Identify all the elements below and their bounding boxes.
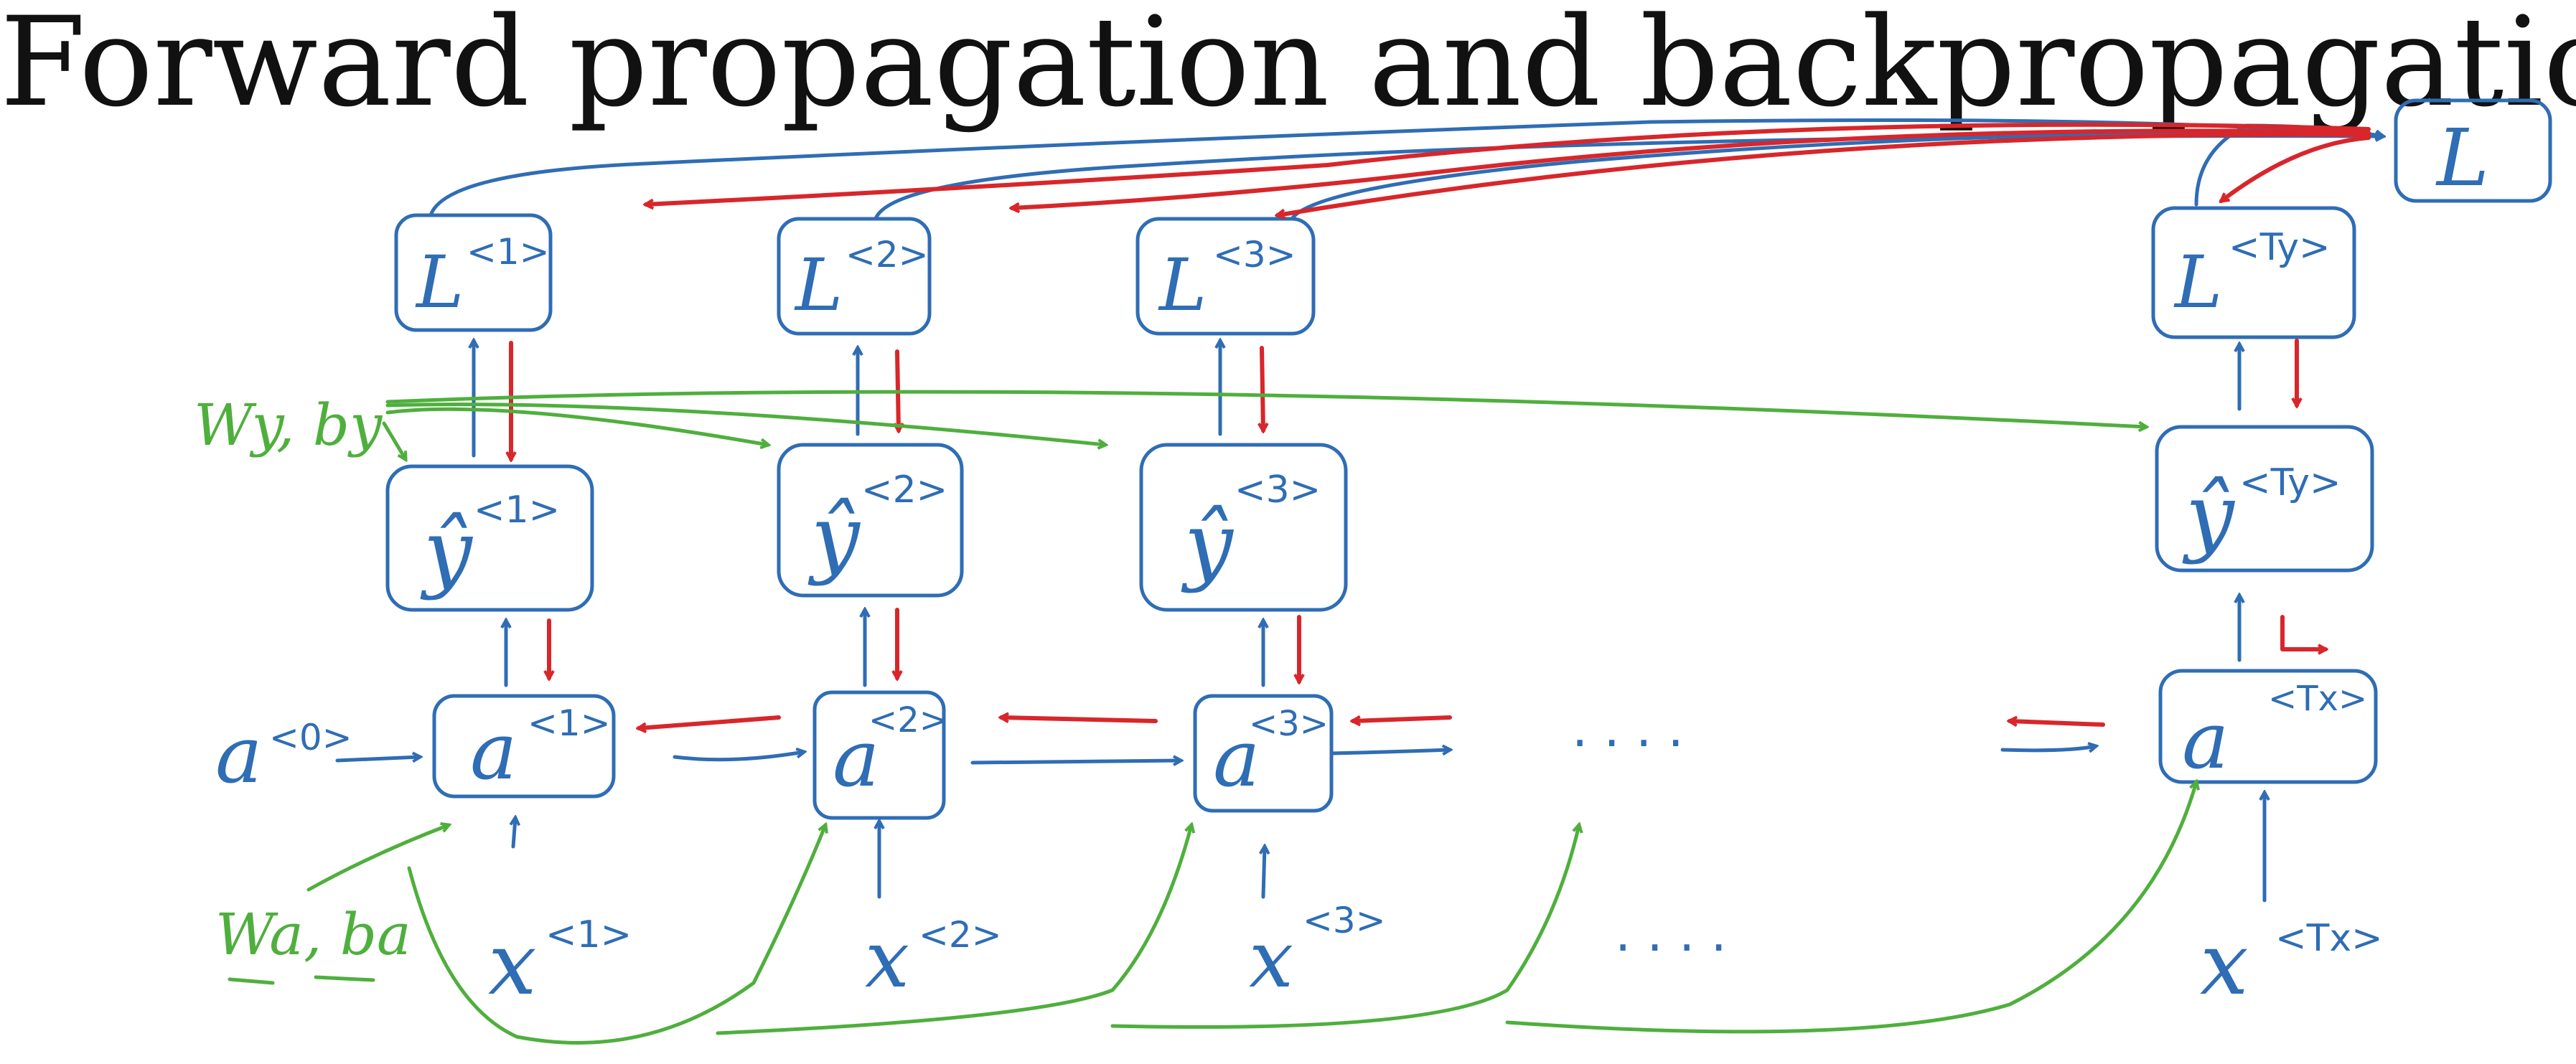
- total-loss-symbol: L: [2435, 112, 2489, 204]
- input-index: <2>: [919, 914, 1002, 956]
- recurrent-parameters-label: Wa, ba: [215, 901, 411, 968]
- parameter-arrows: [306, 390, 2196, 1045]
- prediction-node-1: ŷ <1>: [385, 464, 594, 612]
- prediction-index: <Ty>: [2239, 461, 2341, 504]
- activation-index: <2>: [868, 700, 948, 740]
- param-arrow-wa-aTx: [1505, 782, 2196, 1034]
- page-title: Forward propagation and backpropagation: [0, 0, 2576, 134]
- backward-arrows: [511, 122, 2371, 728]
- initial-activation-symbol: a: [215, 709, 263, 801]
- input-index: <Tx>: [2275, 917, 2383, 960]
- loss-symbol: L: [1158, 243, 1207, 327]
- param-arrow-wa-a3: [716, 825, 1191, 1035]
- forward-arrow-x1-a1: [513, 818, 515, 849]
- loss-node-2: L <2>: [777, 217, 932, 336]
- loss-index: <2>: [846, 234, 929, 276]
- loss-node-3: L <3>: [1135, 217, 1316, 336]
- backward-arrow-L3-y3: [1262, 346, 1263, 430]
- backward-arrow-total-LTy: [2221, 136, 2371, 201]
- prediction-node-ty: ŷ <Ty>: [2155, 425, 2374, 573]
- loss-index: <3>: [1213, 234, 1296, 276]
- forward-arrows: [335, 118, 2383, 903]
- prediction-symbol: ŷ: [2182, 466, 2236, 566]
- backward-arrow-total-L2: [1012, 128, 2371, 208]
- prediction-index: <1>: [474, 489, 560, 532]
- prediction-symbol: ŷ: [807, 488, 861, 588]
- loss-index: <Ty>: [2229, 226, 2331, 269]
- param-arrow-wy-yTy: [385, 390, 2146, 427]
- forward-arrow-a2-a3: [970, 761, 1181, 763]
- forward-arrow-x3-a3: [1263, 847, 1265, 899]
- param-arrow-wa-next: [1110, 825, 1579, 1029]
- input-3: x <3>: [1249, 900, 1386, 1005]
- activation-symbol: a: [470, 705, 517, 797]
- loss-symbol: L: [794, 243, 843, 327]
- ellipsis-hidden: · · · ·: [1572, 714, 1684, 773]
- loss-node-ty: L <Ty>: [2151, 206, 2356, 339]
- forward-arrow-a1-a2: [673, 752, 804, 762]
- activation-symbol: a: [833, 712, 880, 804]
- loss-node-1: L <1>: [394, 213, 553, 332]
- param-arrow-wy-y3: [385, 402, 1105, 445]
- initial-activation-index: <0>: [269, 717, 352, 758]
- activation-node-3: a <3>: [1193, 694, 1334, 813]
- input-tx: x <Tx>: [2200, 915, 2383, 1014]
- prediction-index: <2>: [861, 469, 947, 512]
- prediction-node-3: ŷ <3>: [1139, 443, 1348, 612]
- input-symbol: x: [488, 915, 537, 1014]
- prediction-node-2: ŷ <2>: [777, 443, 964, 598]
- activation-node-1: a <1>: [432, 694, 616, 799]
- forward-arrow-a3-next: [1329, 750, 1450, 753]
- activation-symbol: a: [1213, 712, 1260, 804]
- backward-arrow-a3-a2: [1001, 717, 1158, 723]
- forward-arrow-prev-aTx: [2000, 746, 2096, 750]
- total-loss-node: L: [2394, 98, 2552, 204]
- input-symbol: x: [865, 913, 909, 1005]
- prediction-index: <3>: [1235, 469, 1321, 512]
- forward-arrow-a0-a1: [335, 757, 420, 761]
- param-arrow-wy-y1: [382, 421, 406, 459]
- input-index: <3>: [1303, 900, 1386, 941]
- backward-arrow-aTx-prev: [2010, 721, 2105, 725]
- param-arrow-wa-a1: [306, 825, 449, 892]
- initial-activation: a <0>: [215, 709, 352, 801]
- input-symbol: x: [2200, 915, 2249, 1014]
- input-index: <1>: [545, 913, 632, 956]
- loss-symbol: L: [2173, 240, 2222, 324]
- activation-node-2: a <2>: [812, 690, 948, 820]
- activation-index: <1>: [528, 702, 611, 744]
- input-symbol: x: [1249, 913, 1293, 1005]
- activation-index: <3>: [1249, 704, 1329, 744]
- loss-index: <1>: [467, 231, 550, 273]
- backward-arrow-next-a3: [1353, 717, 1452, 721]
- input-1: x <1>: [488, 913, 632, 1014]
- input-2: x <2>: [865, 913, 1002, 1005]
- prediction-symbol: ŷ: [420, 502, 474, 602]
- ellipsis-input: · · · ·: [1615, 918, 1727, 977]
- activation-symbol: a: [2182, 695, 2229, 786]
- activation-node-tx: a <Tx>: [2158, 669, 2378, 786]
- param-arrow-wy-y2: [385, 407, 768, 445]
- loss-symbol: L: [415, 240, 464, 324]
- activation-index: <Tx>: [2268, 679, 2367, 719]
- param-arrow-wa-a2: [407, 825, 825, 1045]
- backward-arrow-total-L1: [646, 122, 2371, 204]
- backward-arrow-total-L3: [1278, 132, 2371, 216]
- recurrent-parameters-underline: [228, 975, 375, 985]
- output-parameters-label: Wy, by: [194, 392, 383, 458]
- backward-arrow-a2-a1: [639, 715, 781, 728]
- forward-arrow-L1-total: [428, 118, 2383, 217]
- backward-arrow-yTy-aTx: [2280, 615, 2326, 649]
- prediction-symbol: ŷ: [1181, 495, 1235, 595]
